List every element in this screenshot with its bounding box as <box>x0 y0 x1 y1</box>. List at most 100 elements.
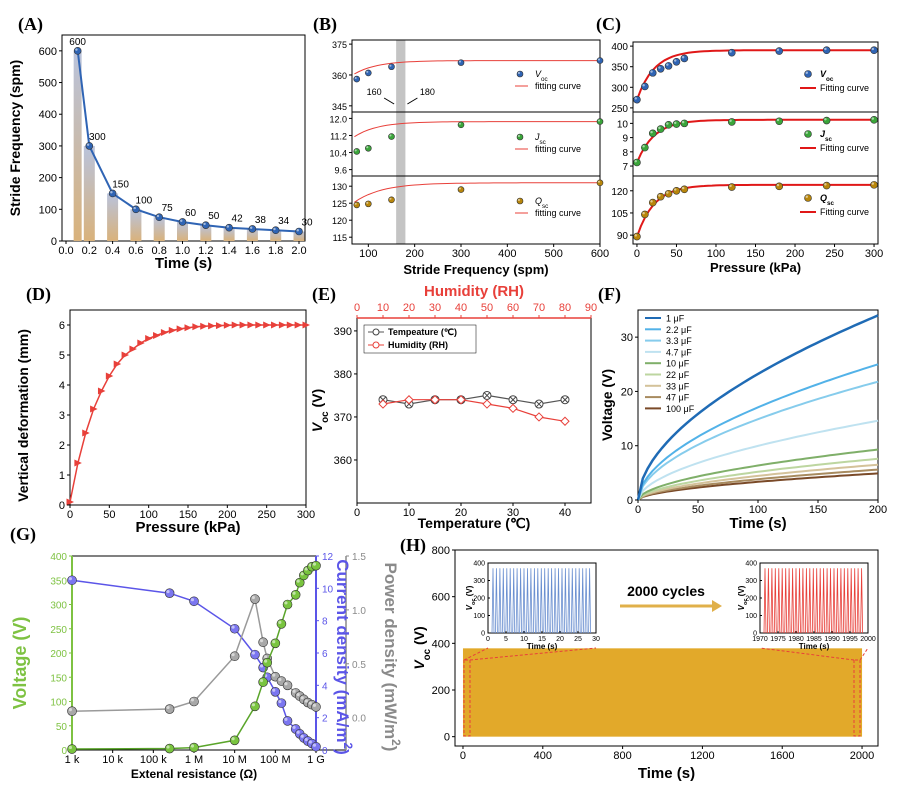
data-point <box>775 47 784 55</box>
x-tick-label: 150 <box>809 504 827 516</box>
temp-marker-x <box>561 396 569 404</box>
data-point <box>727 48 736 57</box>
current-point-shine <box>308 740 312 744</box>
triangle-marker <box>160 329 169 336</box>
legend-fit-label: Fitting curve <box>820 207 869 217</box>
power-point <box>311 702 321 712</box>
legend-marker <box>372 328 380 336</box>
triangle-marker <box>90 405 98 413</box>
data-point <box>271 226 280 235</box>
label-part: V <box>737 604 746 610</box>
x-tick-label: 0.2 <box>82 245 97 257</box>
data-point <box>672 120 681 128</box>
x-tick-label: 50 <box>103 509 115 521</box>
y3-tick-label: 0.5 <box>352 660 366 671</box>
label-part: (V) <box>465 585 474 598</box>
data-point <box>727 118 736 126</box>
y1-axis-label: Voltage (V) <box>10 617 30 710</box>
charging-curve <box>637 468 879 501</box>
x-tick-label: 10 M <box>222 754 246 766</box>
inset-y-tick-label: 400 <box>473 561 485 568</box>
y-tick-label: 375 <box>332 40 347 50</box>
power-point <box>258 637 268 648</box>
label-part: sc <box>825 136 833 143</box>
voltage-point <box>262 657 273 668</box>
fitting-curve <box>354 121 600 138</box>
legend-fit-label: Fitting curve <box>820 143 869 153</box>
zoom-box-right <box>853 659 861 737</box>
inset-x-tick-label: 1980 <box>788 636 804 643</box>
data-point-shine <box>674 121 677 125</box>
x-tick-label: 0.6 <box>128 245 143 257</box>
voltage-point <box>164 743 175 754</box>
current-point <box>164 588 175 598</box>
cycles-arrow-head <box>712 600 722 612</box>
data-point-shine <box>674 59 677 62</box>
triangle-marker <box>82 429 90 437</box>
x-tick-label: 1.2 <box>198 245 213 257</box>
x-tick-label: 0 <box>634 248 640 260</box>
data-point-shine <box>650 70 653 73</box>
current-point <box>276 698 287 708</box>
legend-marker <box>804 130 812 138</box>
x2-tick-label: 10 <box>377 302 389 314</box>
x2-tick-label: 70 <box>533 302 545 314</box>
x-tick-label: 300 <box>297 509 315 521</box>
legend-label: 100 μF <box>666 404 695 414</box>
inset-x-tick-label: 1985 <box>806 636 822 643</box>
data-point <box>641 210 649 219</box>
inset-y-tick-label: 200 <box>745 596 757 603</box>
power-point <box>250 594 260 604</box>
x-tick-label: 0 <box>635 504 641 516</box>
y-tick-label: 12.0 <box>329 114 347 124</box>
y-tick-label: 0 <box>627 495 633 507</box>
data-point-shine <box>597 58 600 61</box>
x-tick-label: 20 <box>455 507 467 519</box>
inset-x-tick-label: 1990 <box>824 636 840 643</box>
data-point <box>353 148 361 155</box>
x-tick-label: 50 <box>670 248 682 260</box>
legend-marker <box>804 194 812 202</box>
y-axis-label: Vertical deformation (mm) <box>15 329 31 502</box>
label-part: oc <box>826 76 834 83</box>
humidity-marker <box>378 399 388 409</box>
x-tick-label: 10 <box>403 507 415 519</box>
y-tick-label: 400 <box>432 638 450 650</box>
triangle-marker <box>129 345 137 353</box>
x-tick-label: 100 <box>139 509 157 521</box>
panel-c-subplot-frame <box>632 41 879 113</box>
data-point <box>648 198 657 207</box>
data-point <box>365 144 372 152</box>
triangle-marker <box>223 321 232 329</box>
bar <box>153 217 165 241</box>
legend-label: 1 μF <box>666 314 685 324</box>
triangle-marker <box>105 372 114 380</box>
temp-marker-x <box>509 396 517 404</box>
triangle-marker <box>286 321 295 329</box>
data-label: 100 <box>136 195 153 206</box>
x-tick-label: 300 <box>452 248 470 260</box>
current-point <box>229 623 240 634</box>
current-point <box>270 686 281 697</box>
legend-label: Tempeature (℃) <box>388 327 457 337</box>
voltage-point <box>282 599 293 610</box>
x-axis-label: Extenal resistance (Ω) <box>131 767 257 781</box>
y-tick-label: 11.2 <box>330 131 347 141</box>
data-point <box>248 225 257 233</box>
inset-x-label: Time (s) <box>527 642 558 651</box>
legend-label: 47 μF <box>666 393 690 403</box>
data-point <box>85 142 94 150</box>
triangle-marker <box>153 332 161 339</box>
power-point-shine <box>272 673 276 677</box>
inset-x-tick-label: 30 <box>592 636 600 643</box>
data-point-shine <box>389 134 392 137</box>
y1-tick-label: 250 <box>50 625 67 636</box>
y-tick-label: 10 <box>621 441 633 453</box>
power-point-shine <box>308 701 312 705</box>
inset-y-tick-label: 0 <box>753 631 757 638</box>
zoom-box-left <box>463 659 471 737</box>
arrow-right <box>407 97 418 105</box>
label-part: Power density (mW/m <box>381 563 400 740</box>
data-point-shine <box>597 180 600 183</box>
legend-marker <box>372 341 380 349</box>
